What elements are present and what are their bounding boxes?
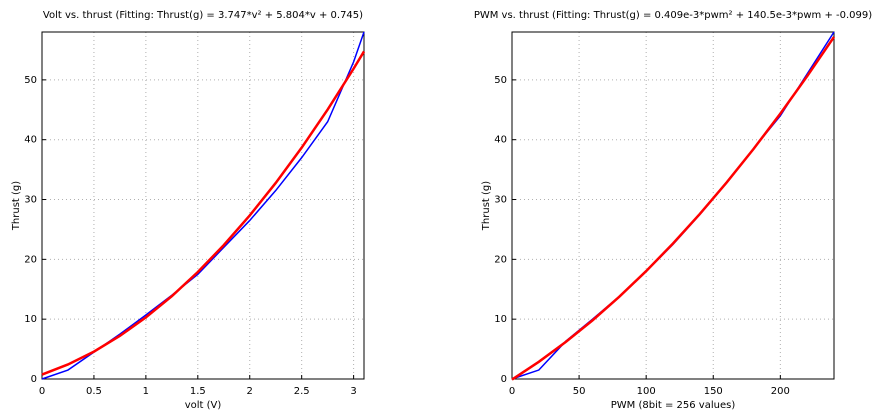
y-tick-label: 30	[24, 195, 37, 206]
y-tick-label: 30	[494, 195, 507, 206]
chart-panel: Volt vs. thrust (Fitting: Thrust(g) = 3.…	[11, 10, 366, 411]
y-tick-label: 20	[24, 254, 37, 265]
y-tick-label: 20	[494, 254, 507, 265]
x-axis-label: volt (V)	[185, 400, 222, 411]
y-tick-label: 0	[31, 374, 37, 385]
x-tick-label: 1.5	[190, 386, 206, 397]
data-line	[41, 31, 365, 380]
x-axis-label: PWM (8bit = 256 values)	[611, 400, 736, 411]
y-tick-label: 10	[24, 314, 37, 325]
y-axis-label: Thrust (g)	[481, 181, 492, 231]
y-tick-label: 40	[494, 135, 507, 146]
chart-panel: PWM vs. thrust (Fitting: Thrust(g) = 0.4…	[474, 10, 872, 411]
data-line	[511, 31, 835, 380]
x-tick-label: 0	[39, 386, 45, 397]
x-tick-label: 0	[509, 386, 515, 397]
y-axis-label: Thrust (g)	[11, 181, 22, 231]
plot-frame	[511, 31, 835, 380]
chart-title: PWM vs. thrust (Fitting: Thrust(g) = 0.4…	[474, 10, 872, 21]
x-tick-label: 200	[771, 386, 790, 397]
y-tick-label: 50	[24, 75, 37, 86]
data-line	[511, 36, 836, 381]
x-tick-label: 100	[637, 386, 656, 397]
y-tick-label: 40	[24, 135, 37, 146]
x-tick-label: 1	[143, 386, 149, 397]
plot-frame	[41, 31, 365, 380]
x-tick-label: 50	[573, 386, 586, 397]
x-tick-label: 2	[247, 386, 253, 397]
y-tick-label: 50	[494, 75, 507, 86]
x-tick-label: 3	[350, 386, 356, 397]
chart-title: Volt vs. thrust (Fitting: Thrust(g) = 3.…	[43, 10, 363, 21]
y-tick-label: 0	[501, 374, 507, 385]
x-tick-label: 0.5	[86, 386, 102, 397]
x-tick-label: 2.5	[294, 386, 310, 397]
y-tick-label: 10	[494, 314, 507, 325]
x-tick-label: 150	[704, 386, 723, 397]
data-line	[41, 50, 366, 376]
